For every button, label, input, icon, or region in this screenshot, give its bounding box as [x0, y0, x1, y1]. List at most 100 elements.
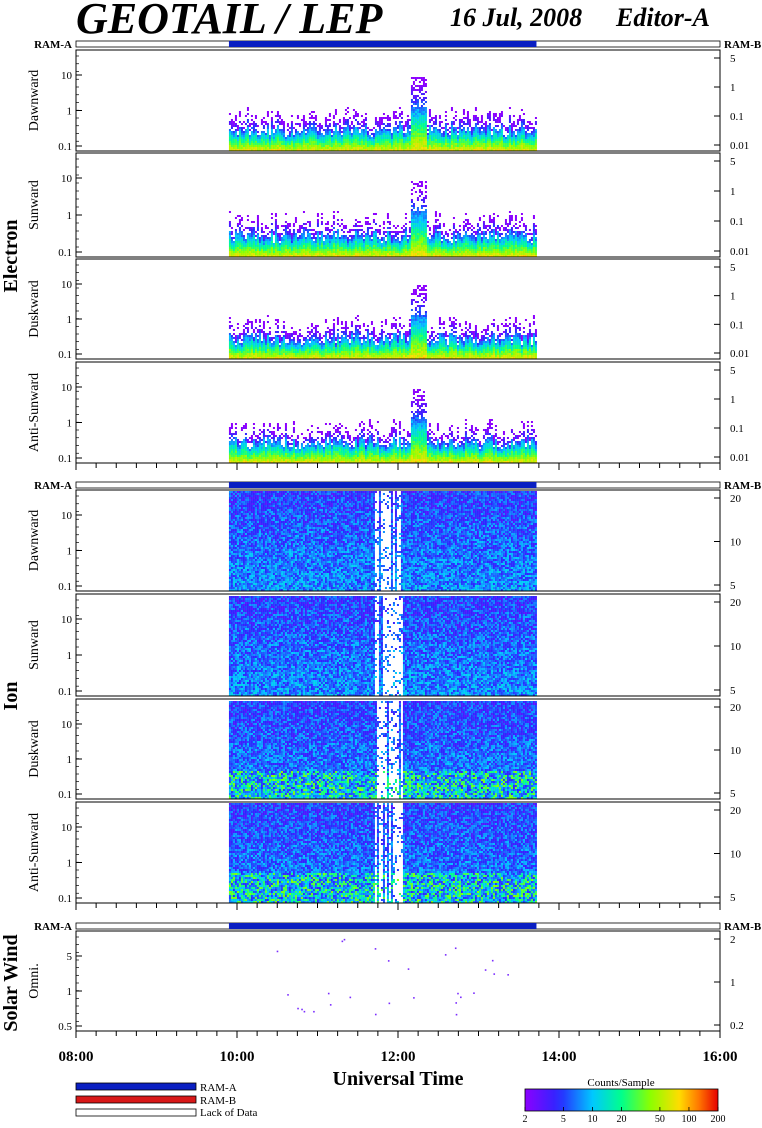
spectrogram-cell — [390, 137, 393, 139]
spectrogram-cell — [464, 235, 467, 237]
spectrogram-cell — [274, 345, 277, 347]
spectrogram-cell — [384, 131, 387, 133]
spectrogram-cell — [464, 149, 467, 151]
x-tick-label: 14:00 — [542, 1049, 577, 1065]
spectrogram-cell — [364, 235, 367, 237]
spectrogram-cell — [382, 131, 385, 133]
spectrogram-cell — [408, 231, 411, 233]
spectrogram-cell — [344, 129, 347, 131]
spectrogram-cell — [422, 83, 425, 85]
spectrogram-cell — [264, 249, 267, 251]
spectrogram-cell — [228, 345, 231, 347]
spectrogram-cell — [488, 235, 491, 237]
spectrogram-cell — [366, 147, 369, 149]
spectrogram-cell — [508, 217, 511, 219]
spectrogram-cell — [298, 133, 301, 135]
spectrogram-cell — [410, 243, 413, 245]
spectrogram-cell — [428, 147, 431, 149]
spectrogram-cell — [278, 145, 281, 147]
spectrogram-cell — [420, 77, 423, 79]
spectrogram-cell — [460, 137, 463, 139]
spectrogram-cell — [254, 353, 257, 355]
spectrogram-cell — [464, 139, 467, 141]
spectrogram-cell — [436, 141, 439, 143]
spectrogram-cell — [338, 145, 341, 147]
spectrogram-cell — [398, 127, 401, 129]
spectrogram-cell — [528, 145, 531, 147]
spectrogram-cell — [494, 243, 497, 245]
spectrogram-cell — [414, 245, 417, 247]
spectrogram-cell — [424, 221, 427, 223]
spectrogram-cell — [390, 245, 393, 247]
spectrogram-cell — [280, 145, 283, 147]
spectrogram-cell — [266, 255, 269, 257]
spectrogram-cell — [256, 235, 259, 237]
spectrogram-cell — [460, 141, 463, 143]
spectrogram-cell — [260, 251, 263, 253]
spectrogram-cell — [418, 119, 421, 121]
spectrogram-cell — [386, 137, 389, 139]
spectrogram-cell — [514, 237, 517, 239]
spectrogram-cell — [528, 243, 531, 245]
spectrogram-cell — [468, 141, 471, 143]
spectrogram-cell — [312, 133, 315, 135]
spectrogram-cell — [234, 143, 237, 145]
spectrogram-cell — [336, 139, 339, 141]
spectrogram-cell — [402, 255, 405, 257]
spectrogram-cell — [254, 149, 257, 151]
spectrogram-cell — [236, 225, 239, 227]
spectrogram-cell — [422, 121, 425, 123]
spectrogram-cell — [242, 325, 245, 327]
spectrogram-cell — [474, 137, 477, 139]
spectrogram-cell — [460, 245, 463, 247]
spectrogram-cell — [230, 337, 233, 339]
spectrogram-cell — [254, 241, 257, 243]
spectrogram-cell — [306, 145, 309, 147]
spectrogram-cell — [236, 341, 239, 343]
spectrogram-cell — [324, 137, 327, 139]
spectrogram-cell — [266, 341, 269, 343]
spectrogram-cell — [500, 245, 503, 247]
spectrogram-cell — [288, 233, 291, 235]
spectrogram-cell — [388, 145, 391, 147]
spectrogram-cell — [460, 143, 463, 145]
spectrogram-cell — [492, 117, 495, 119]
spectrogram-cell — [404, 243, 407, 245]
spectrogram-cell — [466, 119, 469, 121]
spectrogram-cell — [408, 241, 411, 243]
spectrogram-cell — [452, 129, 455, 131]
spectrogram-cell — [330, 143, 333, 145]
spectrogram-cell — [306, 237, 309, 239]
spectrogram-cell — [342, 123, 345, 125]
spectrogram-cell — [288, 247, 291, 249]
spectrogram-cell — [274, 149, 277, 151]
spectrogram-cell — [390, 133, 393, 135]
spectrogram-cell — [310, 247, 313, 249]
spectrogram-cell — [360, 237, 363, 239]
spectrogram-cell — [344, 251, 347, 253]
spectrogram-cell — [440, 247, 443, 249]
spectrogram-cell — [362, 245, 365, 247]
spectrogram-cell — [284, 253, 287, 255]
spectrogram-cell — [260, 349, 263, 351]
spectrogram-cell — [314, 137, 317, 139]
spectrogram-cell — [314, 131, 317, 133]
spectrogram-cell — [238, 135, 241, 137]
spectrogram-cell — [476, 235, 479, 237]
spectrogram-cell — [480, 121, 483, 123]
spectrogram-cell — [378, 145, 381, 147]
spectrogram-cell — [282, 135, 285, 137]
spectrogram-cell — [240, 355, 243, 357]
spectrogram-cell — [422, 227, 425, 229]
spectrogram-cell — [250, 221, 253, 223]
spectrogram-cell — [522, 135, 525, 137]
spectrogram-cell — [296, 133, 299, 135]
spectrogram-cell — [300, 145, 303, 147]
spectrogram-cell — [268, 251, 271, 253]
spectrogram-cell — [494, 249, 497, 251]
spectrogram-cell — [278, 133, 281, 135]
spectrogram-cell — [466, 121, 469, 123]
spectrogram-cell — [496, 225, 499, 227]
spectrogram-cell — [408, 227, 411, 229]
spectrogram-cell — [358, 123, 361, 125]
